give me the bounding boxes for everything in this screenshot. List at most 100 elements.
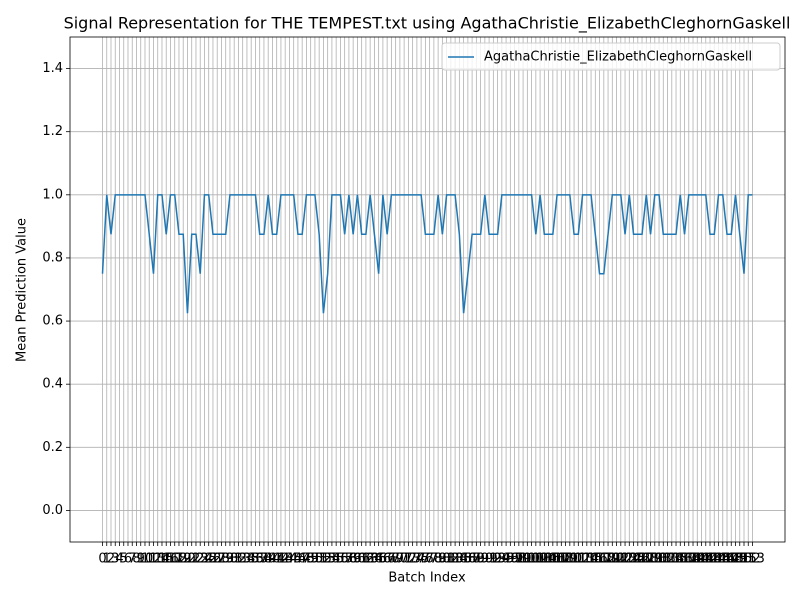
- x-tick-label: 118: [591, 552, 616, 567]
- x-tick-label: 149: [723, 552, 748, 567]
- x-tick-label: 151: [732, 552, 757, 567]
- x-tick-label: 141: [689, 552, 714, 567]
- x-tick-label: 22: [188, 552, 205, 567]
- x-tick-label: 66: [375, 552, 392, 567]
- x-tick-label: 145: [706, 552, 731, 567]
- x-tick-label: 147: [715, 552, 740, 567]
- y-tick-label: 0.4: [42, 377, 63, 392]
- x-tick-label: 116: [583, 552, 608, 567]
- x-tick-label: 24: [196, 552, 213, 567]
- x-tick-label: 65: [370, 552, 387, 567]
- x-tick-label: 123: [613, 552, 638, 567]
- x-tick-label: 150: [727, 552, 752, 567]
- x-tick-label: 48: [298, 552, 315, 567]
- x-tick-label: 117: [587, 552, 612, 567]
- x-tick-label: 20: [179, 552, 196, 567]
- x-tick-label: 94: [494, 552, 511, 567]
- y-tick-label: 1.0: [42, 187, 63, 202]
- x-tick-label: 13: [149, 552, 166, 567]
- x-tick-label: 127: [630, 552, 655, 567]
- x-tick-label: 43: [277, 552, 294, 567]
- x-tick-label: 136: [668, 552, 693, 567]
- x-tick-label: 21: [183, 552, 200, 567]
- x-tick-label: 128: [634, 552, 659, 567]
- x-tick-label: 143: [698, 552, 723, 567]
- x-tick-label: 30: [222, 552, 239, 567]
- x-tick-label: 84: [451, 552, 468, 567]
- x-tick-label: 106: [540, 552, 565, 567]
- x-tick-label: 34: [239, 552, 256, 567]
- x-tick-label: 114: [574, 552, 599, 567]
- x-tick-label: 129: [638, 552, 663, 567]
- x-tick-label: 61: [353, 552, 370, 567]
- x-tick-label: 40: [264, 552, 281, 567]
- x-tick-label: 49: [302, 552, 319, 567]
- x-tick-label: 146: [710, 552, 735, 567]
- x-tick-label: 23: [192, 552, 209, 567]
- x-tick-label: 89: [472, 552, 489, 567]
- y-tick-label: 1.2: [42, 124, 63, 139]
- x-tick-label: 88: [468, 552, 485, 567]
- x-tick-label: 100: [515, 552, 540, 567]
- x-tick-label: 28: [213, 552, 230, 567]
- x-tick-label: 135: [664, 552, 689, 567]
- x-tick-label: 69: [387, 552, 404, 567]
- x-tick-label: 75: [413, 552, 430, 567]
- x-tick-label: 112: [566, 552, 591, 567]
- y-tick-label: 0.8: [42, 250, 63, 265]
- x-tick-label: 54: [324, 552, 341, 567]
- x-tick-label: 60: [349, 552, 366, 567]
- x-tick-label: 87: [464, 552, 481, 567]
- x-tick-label: 78: [426, 552, 443, 567]
- x-tick-label: 16: [162, 552, 179, 567]
- x-tick-label: 142: [693, 552, 718, 567]
- legend-box: [441, 42, 781, 71]
- x-tick-label: 144: [702, 552, 727, 567]
- x-tick-label: 3: [111, 552, 119, 567]
- x-tick-label: 104: [532, 552, 557, 567]
- x-tick-label: 99: [515, 552, 532, 567]
- x-tick-label: 7: [128, 552, 136, 567]
- x-tick-label: 41: [268, 552, 285, 567]
- x-tick-label: 95: [498, 552, 515, 567]
- x-tick-label: 82: [443, 552, 460, 567]
- x-tick-label: 0: [98, 552, 106, 567]
- x-tick-label: 45: [285, 552, 302, 567]
- x-tick-label: 96: [502, 552, 519, 567]
- x-tick-label: 131: [647, 552, 672, 567]
- x-tick-label: 18: [171, 552, 188, 567]
- x-tick-label: 19: [175, 552, 192, 567]
- x-tick-label: 125: [621, 552, 646, 567]
- x-tick-label: 26: [205, 552, 222, 567]
- x-tick-label: 52: [315, 552, 332, 567]
- x-tick-label: 42: [273, 552, 290, 567]
- x-tick-label: 107: [545, 552, 570, 567]
- x-tick-label: 12: [145, 552, 162, 567]
- x-tick-label: 64: [366, 552, 383, 567]
- legend: AgathaChristie_ElizabethCleghornGaskell: [441, 42, 781, 71]
- x-tick-label: 85: [455, 552, 472, 567]
- x-tick-label: 140: [685, 552, 710, 567]
- x-tick-label: 126: [625, 552, 650, 567]
- x-tick-label: 17: [166, 552, 183, 567]
- x-tick-label: 74: [409, 552, 426, 567]
- x-tick-label: 137: [672, 552, 697, 567]
- x-tick-label: 98: [511, 552, 528, 567]
- data-line: [101, 194, 753, 314]
- y-tick-label: 0.2: [42, 440, 63, 455]
- x-tick-label: 27: [209, 552, 226, 567]
- x-tick-label: 124: [617, 552, 642, 567]
- x-tick-label: 81: [438, 552, 455, 567]
- x-tick-label: 57: [336, 552, 353, 567]
- x-tick-label: 46: [290, 552, 307, 567]
- x-tick-label: 148: [719, 552, 744, 567]
- x-tick-label: 70: [392, 552, 409, 567]
- x-tick-label: 63: [362, 552, 379, 567]
- x-tick-label: 134: [659, 552, 684, 567]
- x-tick-label: 56: [332, 552, 349, 567]
- x-axis-label: Batch Index: [388, 571, 466, 586]
- x-tick-label: 5: [120, 552, 128, 567]
- x-tick-label: 83: [447, 552, 464, 567]
- x-tick-label: 6: [124, 552, 132, 567]
- x-tick-label: 73: [404, 552, 421, 567]
